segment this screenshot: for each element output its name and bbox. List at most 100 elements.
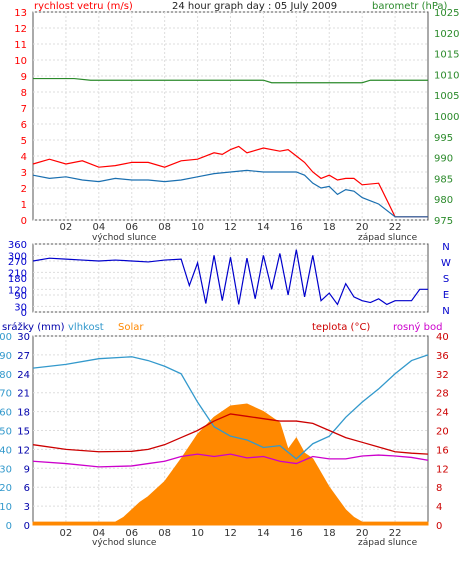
panel3-x-tick: 08	[158, 528, 171, 539]
barometer-tick: 1015	[434, 50, 459, 61]
wind-speed-tick: 0	[21, 216, 27, 227]
panel1-x-tick: 10	[191, 222, 204, 233]
panel1-series-line	[32, 145, 428, 218]
panel3-x-tick: 18	[323, 528, 336, 539]
barometer-tick: 1005	[434, 91, 459, 102]
wind-speed-tick: 10	[14, 56, 27, 67]
panel3-x-tick: 02	[60, 528, 73, 539]
wind-speed-tick: 12	[14, 24, 27, 35]
direction-tick: 180	[8, 274, 27, 285]
panel3-x-tick: 04	[92, 528, 105, 539]
compass-letter: S	[443, 274, 449, 285]
barometer-axis-label: barometr (hPa)	[372, 1, 448, 12]
direction-tick: 30	[14, 302, 27, 313]
panel1-x-tick: 12	[224, 222, 237, 233]
panel1-x-tick: 16	[290, 222, 303, 233]
wind-speed-tick: 13	[14, 8, 27, 19]
panel1-x-tick: 04	[92, 222, 105, 233]
barometer-tick: 1000	[434, 112, 459, 123]
temperature-tick: 32	[436, 370, 449, 381]
humidity-tick: 80	[0, 370, 12, 381]
temperature-tick: 8	[436, 483, 442, 494]
wind-speed-tick: 1	[21, 200, 27, 211]
humidity-label: vlhkost	[68, 322, 104, 333]
temperature-tick: 28	[436, 389, 449, 400]
panel1-series-line	[33, 77, 428, 84]
sunset-label-bottom: západ slunce	[358, 538, 418, 548]
wind-speed-tick: 9	[21, 72, 27, 83]
rain-tick: 0	[24, 521, 30, 532]
dew-point-label: rosný bod	[393, 321, 442, 333]
panel1-x-tick: 18	[323, 222, 336, 233]
barometer-tick: 1010	[434, 70, 459, 81]
compass-letter: W	[441, 258, 451, 269]
rain-tick: 24	[17, 370, 30, 381]
humidity-tick: 10	[0, 502, 12, 513]
temperature-tick: 24	[436, 408, 449, 419]
solar-label: Solar	[118, 322, 144, 333]
barometer-tick: 1025	[434, 8, 459, 19]
wind-speed-tick: 11	[14, 40, 27, 51]
barometer-tick: 995	[434, 133, 453, 144]
wind-speed-tick: 5	[21, 136, 27, 147]
humidity-tick: 70	[0, 389, 12, 400]
chart-marks: 0123456789101112139759809859909951000100…	[0, 8, 459, 539]
humidity-tick: 60	[0, 408, 12, 419]
humidity-tick: 40	[0, 445, 12, 456]
temperature-tick: 40	[436, 332, 449, 343]
temperature-tick: 36	[436, 351, 449, 362]
panel1-x-tick: 14	[257, 222, 270, 233]
humidity-tick: 100	[0, 332, 12, 343]
direction-tick: 210	[8, 268, 27, 279]
panel3-x-tick: 12	[224, 528, 237, 539]
wind-speed-tick: 4	[21, 152, 27, 163]
direction-tick: 90	[14, 291, 27, 302]
temperature-tick: 16	[436, 445, 449, 456]
direction-tick: 300	[8, 251, 27, 262]
humidity-tick: 20	[0, 483, 12, 494]
rain-tick: 9	[24, 464, 30, 475]
solar-area	[32, 403, 429, 526]
chart-title: 24 hour graph day : 05 July 2009	[172, 1, 337, 12]
temperature-label: teplota (°C)	[312, 322, 370, 333]
rain-tick: 18	[17, 408, 30, 419]
rain-tick: 15	[17, 427, 30, 438]
panel1-x-tick: 02	[60, 222, 73, 233]
wind-speed-tick: 3	[21, 168, 27, 179]
rain-tick: 21	[17, 389, 30, 400]
direction-tick: 0	[21, 308, 27, 319]
wind-speed-tick: 2	[21, 184, 27, 195]
panel1-series-line	[32, 169, 428, 218]
temperature-tick: 20	[436, 427, 449, 438]
wind-direction-line	[32, 249, 428, 306]
sunrise-label-top: východ slunce	[92, 233, 157, 243]
rain-tick: 6	[24, 483, 30, 494]
rain-axis-label: srážky (mm)	[2, 321, 65, 333]
compass-letter: E	[443, 290, 449, 301]
panel3-series-line	[32, 453, 429, 468]
humidity-tick: 0	[6, 521, 12, 532]
temperature-tick: 0	[436, 521, 442, 532]
rain-tick: 27	[17, 351, 30, 362]
rain-tick: 12	[17, 445, 30, 456]
panel1-x-tick: 20	[356, 222, 369, 233]
panel1-x-tick: 22	[389, 222, 402, 233]
temperature-tick: 12	[436, 464, 449, 475]
panel3-x-tick: 10	[191, 528, 204, 539]
panel3-x-tick: 16	[290, 528, 303, 539]
panel1-x-tick: 08	[158, 222, 171, 233]
sunrise-label-bottom: východ slunce	[92, 538, 157, 548]
rain-tick: 30	[17, 332, 30, 343]
direction-tick: 270	[8, 257, 27, 268]
panel3-x-tick: 14	[257, 528, 270, 539]
direction-tick: 360	[8, 240, 27, 251]
rain-tick: 3	[24, 502, 30, 513]
barometer-tick: 985	[434, 174, 453, 185]
humidity-tick: 30	[0, 464, 12, 475]
panel3-x-tick: 20	[356, 528, 369, 539]
compass-letter: N	[442, 306, 449, 317]
direction-tick: 120	[8, 285, 27, 296]
panel3-series-line	[32, 354, 429, 460]
